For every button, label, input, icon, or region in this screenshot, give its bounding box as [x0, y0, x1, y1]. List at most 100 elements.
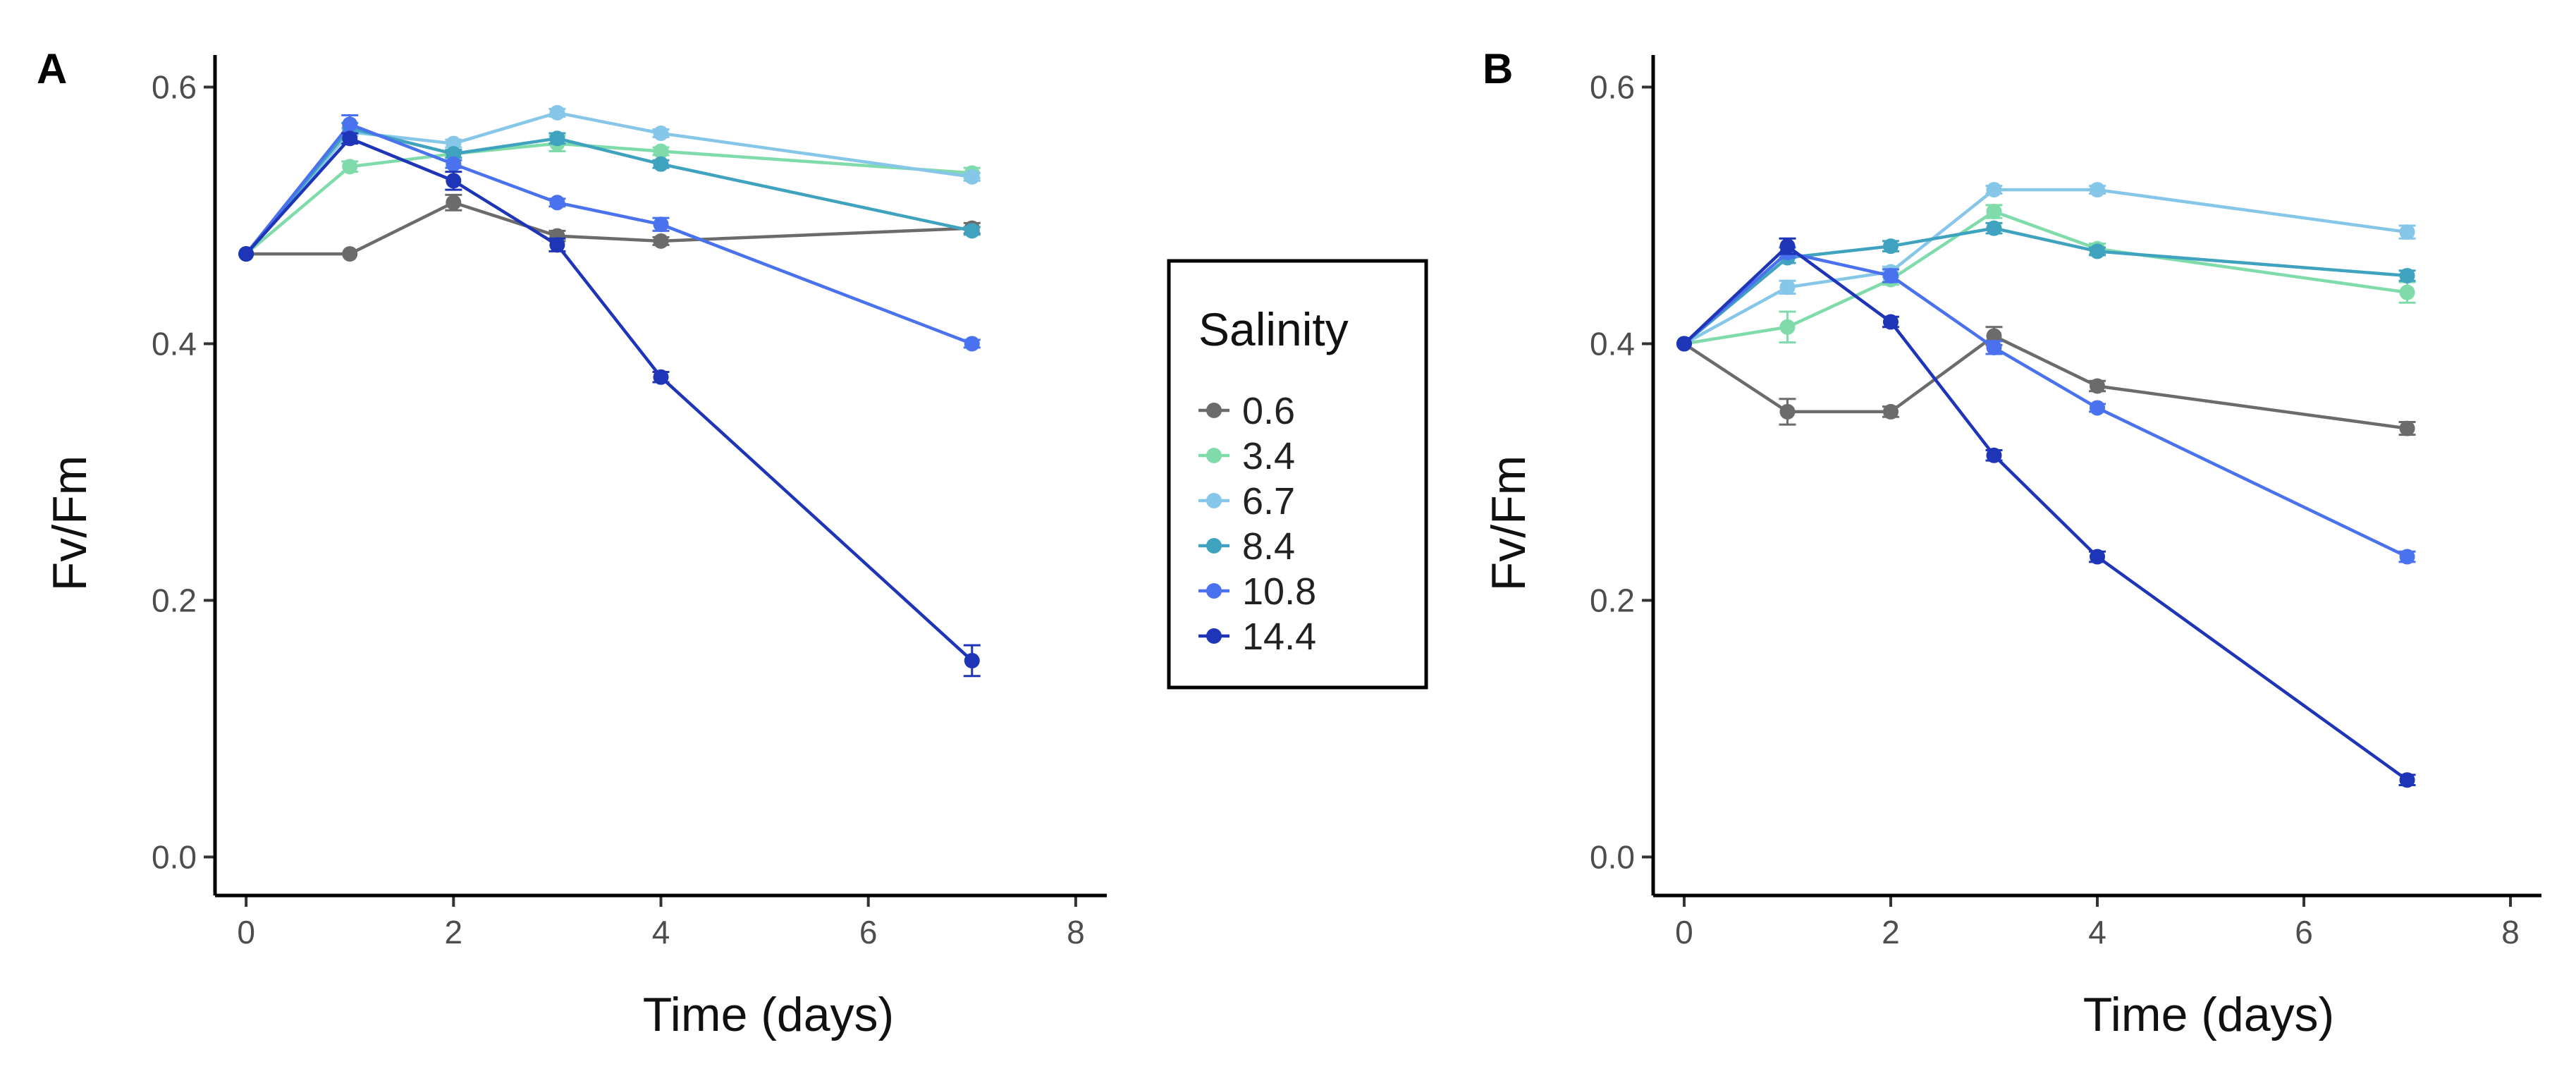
panel-a-data-point [342, 130, 358, 147]
legend-key-point [1206, 538, 1222, 554]
panel-a-data-point [964, 223, 980, 239]
panel-b-data-point [1779, 238, 1796, 255]
panel-b-data-point [1882, 403, 1899, 420]
panel-b-series-3.4 [1676, 204, 2416, 352]
panel-a-series-line [245, 136, 974, 662]
panel-a-series-line [245, 142, 972, 255]
panel-a-data-point [549, 237, 565, 253]
panel-b-data-point [2090, 400, 2105, 416]
panel-b-series-line [1683, 226, 2408, 346]
panel-a-data-point [342, 116, 358, 133]
panel-b-y-tick-label: 0.6 [1590, 68, 1635, 105]
panel-a-series-line [245, 122, 973, 346]
panel-b-data-point [1882, 238, 1899, 255]
panel-b-data-point [1986, 182, 2002, 198]
panel-b-data-point [2399, 284, 2415, 300]
panel-a-data-point [653, 126, 669, 142]
panel-a-data-point [446, 156, 462, 172]
panel-a-data-point [653, 233, 669, 249]
panel-b-data-point [1779, 403, 1796, 420]
panel-b-data-point [1676, 336, 1692, 352]
panel-a-series-line [245, 111, 973, 255]
panel-b-data-point [1986, 204, 2002, 220]
panel-b-data-point [1986, 447, 2002, 463]
legend-item-label: 8.4 [1242, 525, 1295, 568]
panel-a-axes [213, 55, 1107, 898]
panel-b-data-point [1779, 279, 1796, 295]
panel-b-data-point [1986, 339, 2002, 355]
legend-item-label: 3.4 [1242, 435, 1295, 477]
panel-a-label: A [37, 45, 67, 92]
panel-b-series-line [1683, 244, 2408, 782]
panel-b-x-axis-title: Time (days) [2083, 988, 2334, 1041]
panel-a-data-point [653, 216, 669, 233]
panel-b-ticks: 0 2 4 6 8 0.0 0.2 0.4 0.6 [1590, 68, 2520, 950]
panel-a-data-point [964, 169, 980, 185]
legend-item: 8.4 [1198, 525, 1295, 568]
panel-a-x-axis-title: Time (days) [643, 988, 894, 1041]
legend-key-point [1206, 583, 1222, 599]
panel-b-x-tick-label: 2 [1882, 914, 1900, 950]
panel-a-y-tick-label: 0.2 [152, 582, 197, 618]
panel-a-x-tick-label: 8 [1067, 914, 1085, 950]
panel-b: B Time (days) Fv/Fm 0 2 4 6 8 0.0 0.2 0.4 0.6 [1482, 45, 2541, 1041]
legend-items: 0.63.46.78.410.814.4 [1198, 390, 1316, 658]
panel-a: A Time (days) Fv/Fm 0 2 4 6 8 0.0 0.2 0.4 0.6 [37, 45, 1107, 1041]
panel-b-x-tick-label: 8 [2501, 914, 2520, 950]
panel-b-series-0.6 [1676, 326, 2416, 436]
panel-a-data-point [653, 143, 669, 159]
panel-b-data-point [2399, 268, 2415, 284]
legend-item-label: 10.8 [1242, 570, 1316, 613]
panel-a-data-point [549, 195, 565, 211]
panel-a-series-line [246, 200, 972, 256]
panel-a-series-0.6 [238, 193, 981, 262]
panel-a-series [238, 104, 981, 678]
panel-b-x-tick-label: 4 [2088, 914, 2106, 950]
legend: Salinity 0.63.46.78.410.814.4 [1167, 259, 1428, 690]
panel-b-axes [1651, 55, 2541, 898]
legend-item: 0.6 [1198, 390, 1295, 432]
legend-item-label: 0.6 [1242, 390, 1295, 432]
panel-b-label: B [1483, 45, 1513, 92]
legend-key-point [1206, 628, 1222, 644]
panel-b-data-point [2090, 243, 2105, 259]
panel-b-series-line [1683, 250, 2408, 558]
panel-a-data-point [653, 369, 669, 385]
panel-b-series [1676, 182, 2416, 788]
panel-a-data-point [238, 246, 254, 262]
panel-b-data-point [1882, 268, 1899, 284]
legend-item: 14.4 [1198, 616, 1316, 658]
panel-a-data-point [964, 652, 980, 668]
panel-a-data-point [549, 104, 565, 121]
panel-a-data-point [446, 195, 462, 211]
legend-item: 10.8 [1198, 570, 1316, 613]
panel-b-series-line [1683, 188, 2408, 346]
panel-a-data-point [549, 130, 565, 147]
legend-item: 3.4 [1198, 435, 1295, 477]
panel-a-x-tick-label: 0 [237, 914, 255, 950]
panel-a-x-tick-label: 2 [445, 914, 463, 950]
panel-b-data-point [1986, 220, 2002, 236]
legend-key-point [1206, 403, 1222, 418]
panel-b-data-point [1986, 328, 2002, 344]
panel-b-data-point [2090, 549, 2105, 565]
panel-a-data-point [653, 156, 669, 172]
panel-a-data-point [446, 173, 462, 189]
panel-b-y-tick-label: 0.4 [1590, 325, 1635, 362]
panel-a-series-3.4 [238, 135, 981, 262]
legend-key-point [1206, 493, 1222, 508]
panel-b-y-tick-label: 0.2 [1590, 582, 1635, 618]
panel-a-data-point [342, 159, 358, 175]
panel-a-series-14.4 [238, 130, 981, 678]
panel-a-data-point [964, 336, 980, 352]
legend-item-label: 14.4 [1242, 616, 1316, 658]
panel-b-y-axis-title: Fv/Fm [1482, 456, 1535, 592]
panel-a-y-axis-title: Fv/Fm [43, 456, 97, 592]
panel-b-x-tick-label: 0 [1675, 914, 1693, 950]
panel-a-x-tick-label: 6 [859, 914, 878, 950]
panel-a-y-tick-label: 0.6 [152, 68, 197, 105]
panel-a-y-tick-label: 0.0 [152, 838, 197, 875]
legend-box [1167, 259, 1428, 690]
panel-b-data-point [2399, 420, 2415, 436]
panel-b-data-point [1779, 319, 1796, 335]
